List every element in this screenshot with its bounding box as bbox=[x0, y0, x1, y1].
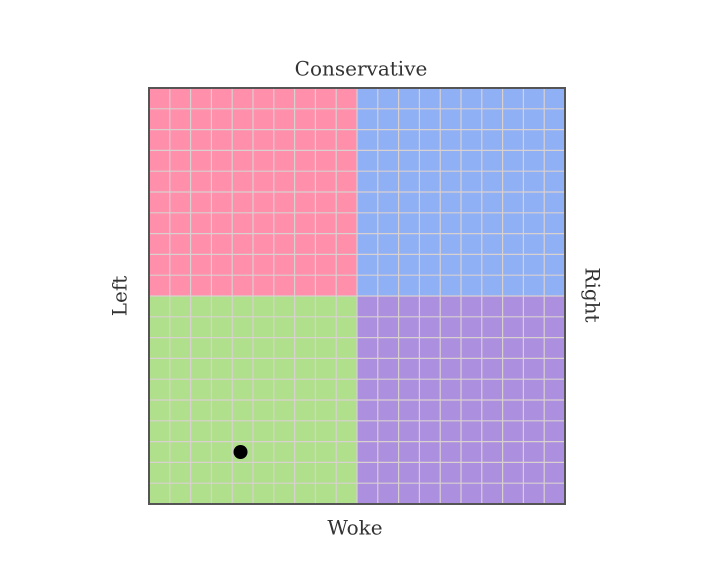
bottom-label: Woke bbox=[327, 516, 382, 540]
right-label: Right bbox=[581, 267, 605, 322]
point bbox=[233, 445, 248, 459]
left-label: Left bbox=[108, 276, 132, 317]
plot-area bbox=[148, 87, 566, 505]
top-label: Conservative bbox=[295, 57, 428, 81]
plot-border bbox=[148, 87, 566, 505]
